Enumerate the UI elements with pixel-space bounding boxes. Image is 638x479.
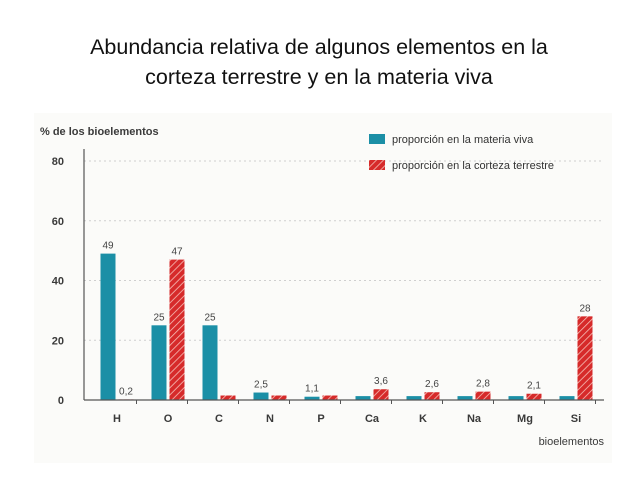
legend-label: proporción en la materia viva: [392, 134, 534, 146]
y-tick-label: 60: [52, 216, 64, 228]
bar-corteza-terrestre: [322, 395, 338, 400]
bar-materia-viva: [151, 325, 167, 400]
y-tick-label: 80: [52, 156, 64, 168]
bar-corteza-terrestre: [373, 389, 389, 400]
data-label: 47: [171, 247, 183, 258]
data-label: 25: [204, 312, 216, 323]
legend-swatch-materia-viva: [369, 134, 385, 144]
chart-image: 49 0,2 25 47 25 2,5 1,1 3,6 2,6 2,8 2,1 28 % de los…: [34, 113, 612, 463]
data-label: 2,6: [425, 379, 439, 390]
bar-materia-viva: [100, 253, 116, 400]
bar-corteza-terrestre: [271, 395, 287, 400]
bar-materia-viva: [457, 396, 473, 400]
bar-materia-viva: [508, 396, 524, 400]
bar-materia-viva: [406, 396, 422, 400]
x-tick-label: Mg: [517, 413, 533, 425]
data-label: 2,1: [527, 381, 541, 392]
data-label: 0,2: [119, 386, 133, 397]
bar-materia-viva: [304, 396, 320, 400]
data-label: 1,1: [305, 384, 319, 395]
bar-materia-viva: [253, 392, 269, 400]
data-label: 2,5: [254, 380, 268, 391]
y-tick-label: 0: [58, 395, 64, 407]
data-label: 28: [579, 303, 591, 314]
bar-materia-viva: [355, 396, 371, 400]
slide-title: Abundancia relativa de algunos elementos…: [20, 32, 618, 92]
x-tick-label: Na: [467, 413, 482, 425]
x-tick-label: Ca: [365, 413, 380, 425]
bar-corteza-terrestre: [526, 393, 542, 400]
data-label: 49: [102, 241, 114, 252]
slide-title-line-1: Abundancia relativa de algunos elementos…: [90, 35, 548, 59]
y-tick-label: 20: [52, 335, 64, 347]
legend-swatch-corteza-terrestre: [369, 160, 385, 170]
slide-title-line-2: corteza terrestre y en la materia viva: [145, 65, 493, 89]
x-tick-label: O: [164, 413, 173, 425]
y-axis-title: % de los bioelementos: [40, 126, 159, 138]
data-label: 25: [153, 312, 165, 323]
bar-chart: 49 0,2 25 47 25 2,5 1,1 3,6 2,6 2,8 2,1 28 % de los…: [40, 126, 605, 448]
x-axis-title: bioelementos: [539, 436, 605, 448]
x-tick-label: P: [317, 413, 324, 425]
data-label: 3,6: [374, 376, 388, 387]
bar-corteza-terrestre: [424, 392, 440, 400]
bar-corteza-terrestre: [475, 391, 491, 400]
x-tick-label: N: [266, 413, 274, 425]
y-tick-label: 40: [52, 276, 64, 288]
bar-corteza-terrestre: [220, 395, 236, 400]
bar-corteza-terrestre: [169, 259, 185, 400]
data-label: 2,8: [476, 379, 490, 390]
x-tick-label: Si: [571, 413, 581, 425]
x-tick-label: K: [419, 413, 427, 425]
legend-label: proporción en la corteza terrestre: [392, 160, 554, 172]
bar-corteza-terrestre: [577, 316, 593, 400]
bar-materia-viva: [202, 325, 218, 400]
x-tick-label: C: [215, 413, 223, 425]
x-tick-label: H: [113, 413, 121, 425]
bar-materia-viva: [559, 396, 575, 400]
